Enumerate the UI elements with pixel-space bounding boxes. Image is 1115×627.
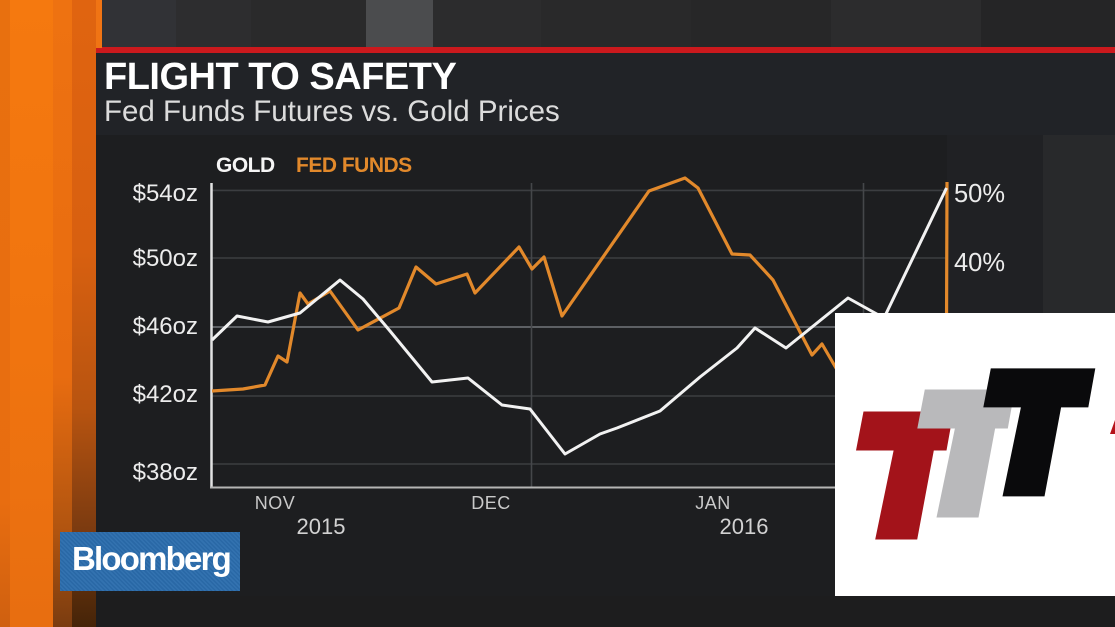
svg-text:$38oz: $38oz (133, 459, 198, 486)
svg-text:$42oz: $42oz (133, 381, 198, 408)
svg-text:NOV: NOV (255, 493, 296, 513)
svg-text:$46oz: $46oz (133, 313, 198, 340)
svg-text:JAN: JAN (695, 493, 731, 513)
svg-text:GOLD: GOLD (216, 154, 275, 177)
svg-text:50%: 50% (954, 180, 1005, 208)
svg-text:$54oz: $54oz (133, 180, 198, 207)
svg-text:$50oz: $50oz (133, 245, 198, 272)
svg-text:40%: 40% (954, 249, 1005, 277)
svg-text:2016: 2016 (720, 514, 769, 539)
svg-text:DEC: DEC (471, 493, 511, 513)
svg-text:FED FUNDS: FED FUNDS (296, 154, 412, 177)
svg-text:2015: 2015 (297, 514, 346, 539)
